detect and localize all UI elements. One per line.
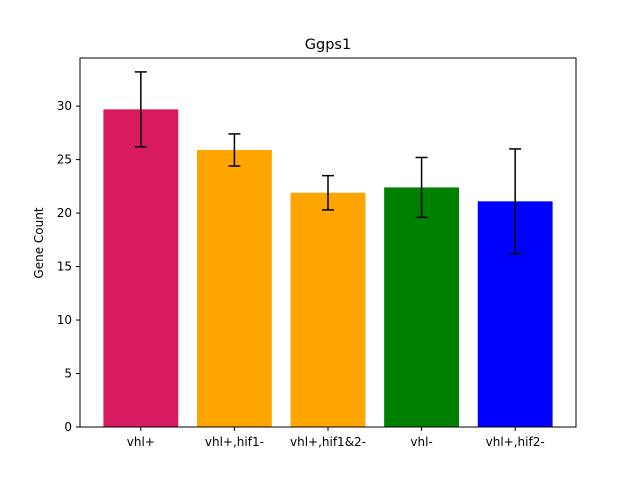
bar-2 xyxy=(290,192,366,427)
y-tick-label-2: 10 xyxy=(57,313,72,327)
y-tick-label-1: 5 xyxy=(64,367,72,381)
chart-title: Ggps1 xyxy=(305,37,351,53)
x-tick-label-1: vhl+,hif1- xyxy=(205,435,264,449)
bars-layer xyxy=(103,109,553,428)
y-tick-label-5: 25 xyxy=(57,153,72,167)
y-tick-label-0: 0 xyxy=(64,420,72,434)
x-tick-label-3: vhl- xyxy=(410,435,432,449)
x-axis: vhl+ vhl+,hif1- vhl+,hif1&2- vhl-vhl+,hif2- xyxy=(127,427,545,449)
error-bars-layer xyxy=(134,71,522,255)
x-tick-label-0: vhl+ xyxy=(127,435,155,449)
bar-1 xyxy=(196,149,272,427)
x-tick-label-4: vhl+,hif2- xyxy=(486,435,545,449)
bar-0 xyxy=(103,109,179,428)
plot-frame xyxy=(79,57,577,428)
bar-3 xyxy=(384,187,460,427)
y-tick-label-3: 15 xyxy=(57,260,72,274)
y-axis-label: Gene Count xyxy=(32,207,46,278)
y-tick-label-4: 20 xyxy=(57,206,72,220)
y-tick-label-6: 30 xyxy=(57,99,72,113)
y-axis: 0 5 10 15 20 25 30 xyxy=(57,99,80,434)
x-tick-label-2: vhl+,hif1&2- xyxy=(290,435,366,449)
